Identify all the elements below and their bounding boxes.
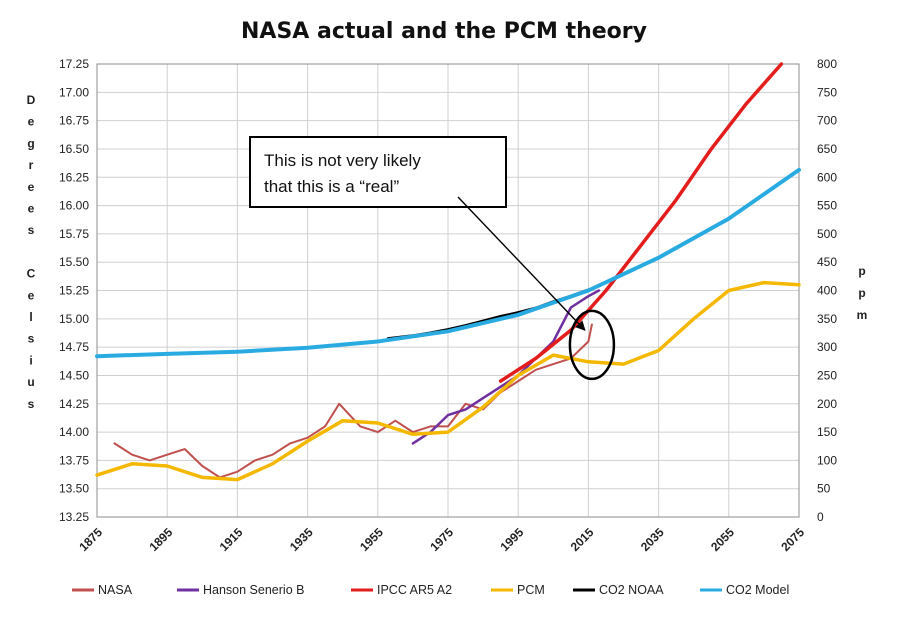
left-y-axis: 13.25 13.50 13.75 14.00 14.25 14.50 14.75 15.00… xyxy=(59,57,89,524)
left-axis-letter: s xyxy=(28,397,35,411)
right-tick-label: 350 xyxy=(817,312,837,326)
x-tick-label: 1915 xyxy=(217,525,246,554)
annotation-line-2: that this is a “real” xyxy=(264,177,399,196)
legend-entry: Hanson Senerio B xyxy=(203,583,304,597)
left-axis-letter: e xyxy=(28,288,35,302)
left-tick-label: 16.25 xyxy=(59,170,89,184)
left-axis-letter: s xyxy=(28,332,35,346)
right-y-axis: 0 50 100 150 200 250 300 350 400 450 500 550 600 650 7… xyxy=(817,57,837,524)
x-tick-label: 2035 xyxy=(638,525,667,554)
right-tick-label: 500 xyxy=(817,227,837,241)
left-tick-label: 14.25 xyxy=(59,397,89,411)
left-axis-letter: u xyxy=(27,375,34,389)
right-tick-label: 0 xyxy=(817,510,824,524)
x-tick-label: 2075 xyxy=(778,525,807,554)
left-axis-letter: i xyxy=(29,353,32,367)
left-axis-letter: r xyxy=(29,158,34,172)
left-axis-letter: s xyxy=(28,223,35,237)
right-tick-label: 750 xyxy=(817,85,837,99)
series-lines xyxy=(95,62,801,482)
x-tick-label: 1955 xyxy=(357,525,386,554)
legend-entry: CO2 Model xyxy=(726,583,789,597)
right-tick-label: 300 xyxy=(817,340,837,354)
left-tick-label: 16.50 xyxy=(59,142,89,156)
right-tick-label: 200 xyxy=(817,397,837,411)
x-axis: 1875 1895 1915 1935 1955 1975 1995 2015 2035 2055… xyxy=(76,525,807,554)
series-pcm-line xyxy=(95,280,801,482)
right-tick-label: 400 xyxy=(817,284,837,298)
right-tick-label: 650 xyxy=(817,142,837,156)
left-tick-label: 14.75 xyxy=(59,340,89,354)
left-tick-label: 15.25 xyxy=(59,284,89,298)
left-tick-label: 14.00 xyxy=(59,425,89,439)
left-tick-label: 15.50 xyxy=(59,255,89,269)
right-tick-label: 50 xyxy=(817,482,831,496)
annotation-box xyxy=(249,136,507,208)
left-tick-label: 17.00 xyxy=(59,85,89,99)
series-ipcc-ar5-a2-line xyxy=(498,62,784,383)
x-tick-label: 1875 xyxy=(76,525,105,554)
right-tick-label: 700 xyxy=(817,114,837,128)
x-tick-label: 1975 xyxy=(427,525,456,554)
x-tick-label: 1995 xyxy=(498,525,527,554)
left-tick-label: 15.75 xyxy=(59,227,89,241)
right-tick-label: 250 xyxy=(817,368,837,382)
left-axis-letter: e xyxy=(28,115,35,129)
x-tick-label: 2015 xyxy=(568,525,597,554)
left-tick-label: 16.00 xyxy=(59,199,89,213)
series-nasa-line xyxy=(113,323,593,479)
right-axis-letter: p xyxy=(858,264,865,278)
left-axis-letter: g xyxy=(27,136,34,150)
left-tick-label: 16.75 xyxy=(59,114,89,128)
annotation-line-1: This is not very likely xyxy=(264,151,421,170)
left-axis-letter: e xyxy=(28,180,35,194)
right-tick-label: 150 xyxy=(817,425,837,439)
right-tick-label: 450 xyxy=(817,255,837,269)
right-tick-label: 800 xyxy=(817,57,837,71)
left-axis-letter: C xyxy=(27,267,36,281)
plot-area-border xyxy=(96,63,800,518)
left-tick-label: 17.25 xyxy=(59,57,89,71)
left-tick-label: 14.50 xyxy=(59,368,89,382)
left-axis-letter: e xyxy=(28,202,35,216)
legend-entry: PCM xyxy=(517,583,545,597)
right-tick-label: 600 xyxy=(817,170,837,184)
chart-title: NASA actual and the PCM theory xyxy=(241,19,647,44)
legend: NASA Hanson Senerio B IPCC AR5 A2 PCM CO2 NO… xyxy=(72,583,789,597)
legend-entry: IPCC AR5 A2 xyxy=(377,583,452,597)
series-hanson-senerio-b-line xyxy=(411,289,601,445)
x-tick-label: 2055 xyxy=(708,525,737,554)
x-tick-label: 1895 xyxy=(147,525,176,554)
annotation-arrow xyxy=(457,196,586,331)
right-axis-label: ppm xyxy=(857,264,868,322)
highlight-ellipse xyxy=(568,309,616,381)
right-axis-letter: m xyxy=(857,308,868,322)
left-tick-label: 13.25 xyxy=(59,510,89,524)
left-axis-letter: l xyxy=(29,310,32,324)
left-tick-label: 13.75 xyxy=(59,453,89,467)
left-tick-label: 13.50 xyxy=(59,482,89,496)
x-tick-label: 1935 xyxy=(287,525,316,554)
grid-lines xyxy=(96,63,800,518)
right-tick-label: 100 xyxy=(817,453,837,467)
left-axis-letter: D xyxy=(27,93,36,107)
right-tick-label: 550 xyxy=(817,199,837,213)
legend-entry: NASA xyxy=(98,583,133,597)
right-axis-letter: p xyxy=(858,286,865,300)
series-co2-model-line xyxy=(95,167,801,359)
legend-entry: CO2 NOAA xyxy=(599,583,664,597)
left-tick-label: 15.00 xyxy=(59,312,89,326)
